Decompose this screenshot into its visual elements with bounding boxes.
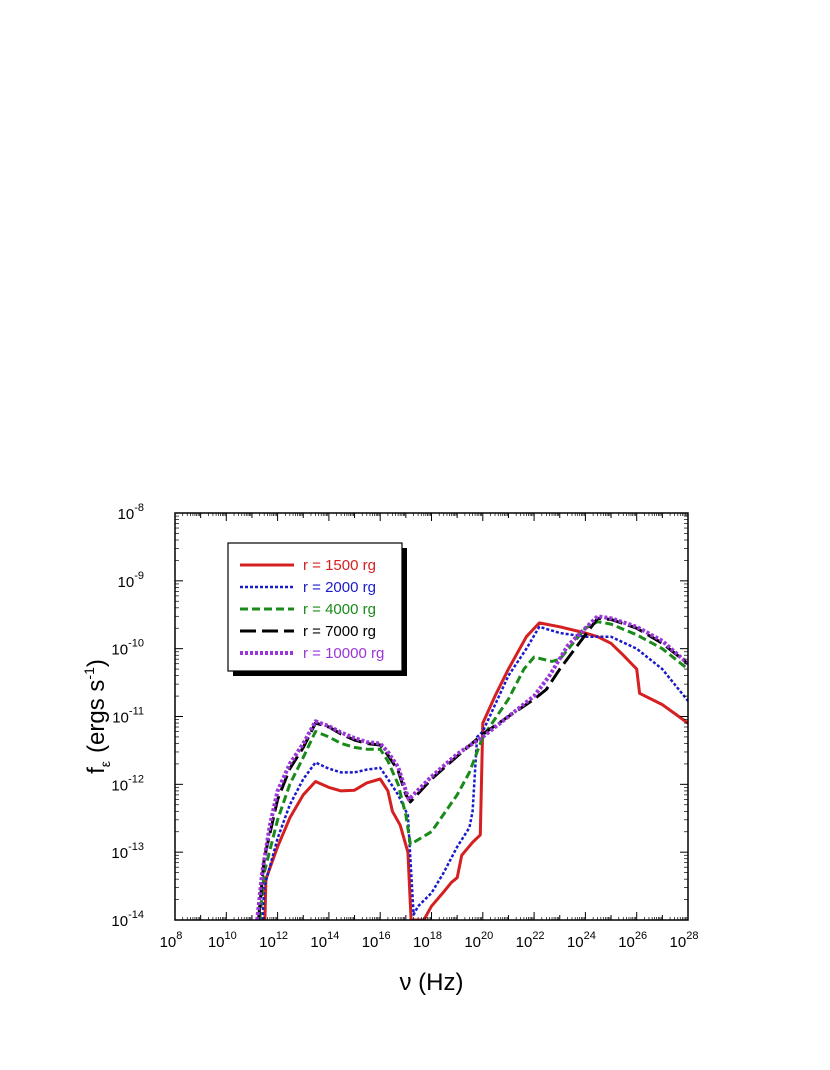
x-tick-label: 1022	[516, 930, 545, 951]
ticks-layer	[174, 512, 689, 921]
legend-label-5: r = 10000 rg	[303, 645, 384, 662]
y-tick-label: 10-9	[118, 570, 144, 591]
legend: r = 1500 rg r = 2000 rg r = 4000 rg r = 700…	[227, 542, 407, 676]
legend-label-3: r = 4000 rg	[303, 601, 376, 618]
y-tick-label: 10-12	[111, 773, 144, 794]
x-axis-title: ν (Hz)	[400, 969, 464, 996]
labels-layer: 108 1010 1012 1014 1016 1018 1020 1022 1024 1026 1…	[111, 502, 698, 951]
x-tick-label: 1014	[310, 930, 339, 951]
legend-label-2: r = 2000 rg	[303, 579, 376, 596]
y-tick-label: 10-11	[112, 706, 144, 727]
legend-label-1: r = 1500 rg	[303, 557, 376, 574]
x-tick-label: 1010	[208, 930, 237, 951]
y-tick-label: 10-14	[111, 909, 144, 930]
x-tick-label: 1016	[362, 930, 391, 951]
series-layer	[255, 614, 688, 920]
y-tick-label: 10-8	[118, 502, 144, 523]
x-tick-label: 1018	[413, 930, 442, 951]
series-line-2	[261, 625, 688, 920]
y-tick-label: 10-10	[111, 638, 144, 659]
series-line-3	[258, 620, 688, 920]
x-tick-label: 1026	[618, 930, 647, 951]
y-tick-label: 10-13	[111, 841, 144, 862]
x-tick-label: 1024	[567, 930, 596, 951]
x-tick-label: 1012	[259, 930, 288, 951]
x-tick-label: 1020	[464, 930, 493, 951]
y-axis-title: fε(ergs s-1)	[81, 659, 113, 774]
series-line-5	[255, 614, 688, 920]
x-tick-label: 1028	[670, 930, 699, 951]
x-tick-label: 108	[160, 930, 183, 951]
legend-label-4: r = 7000 rg	[303, 623, 376, 640]
